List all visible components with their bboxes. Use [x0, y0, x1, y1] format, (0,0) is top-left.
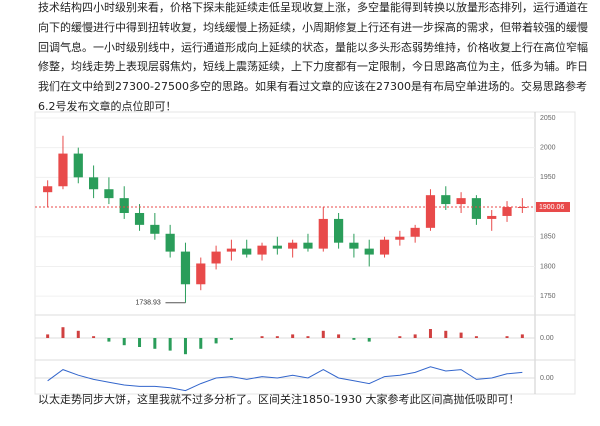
candle-body	[119, 198, 129, 213]
macd-bar	[138, 338, 142, 347]
macd-bar	[398, 336, 402, 338]
macd-bar	[214, 338, 218, 344]
candle-body	[242, 248, 252, 255]
macd-bar	[444, 330, 448, 338]
paragraph-line: 技术结构四小时级别来看，价格下探未能延续走低呈现收复上涨，多空量能得到转换以放量…	[38, 1, 588, 14]
candle-body	[471, 198, 481, 219]
macd-bar	[76, 330, 80, 338]
candle-body	[165, 233, 175, 252]
macd-bar	[122, 338, 126, 346]
y-tick-label: 1750	[540, 293, 556, 300]
candle-body	[196, 263, 206, 285]
chart-frame	[34, 111, 576, 395]
macd-bar	[352, 338, 356, 340]
macd-bar	[153, 338, 157, 349]
candle-body	[134, 212, 145, 225]
candle-body	[150, 224, 160, 234]
y-tick-label: 1800	[540, 263, 556, 270]
macd-bar	[183, 338, 187, 355]
paragraph-line: 6.2号发布文章的点位即可！	[38, 100, 177, 113]
candle-body	[456, 198, 466, 205]
candle-body	[257, 245, 267, 255]
oscillator-line	[47, 366, 523, 392]
candle-body	[517, 207, 527, 209]
macd-bar	[229, 338, 233, 340]
macd-bar	[321, 330, 325, 338]
candle-body	[487, 215, 497, 219]
macd-bar	[199, 338, 203, 349]
candle-body	[303, 242, 313, 249]
candle-body	[104, 189, 114, 199]
pane-tick-label: 0.00	[540, 335, 554, 342]
candle-body	[425, 195, 436, 228]
candle-body	[272, 245, 282, 249]
candle-body	[395, 236, 405, 240]
candle-body	[288, 242, 298, 249]
macd-bar	[474, 336, 478, 338]
macd-bar	[61, 327, 65, 338]
low-label: 1738.93	[135, 300, 160, 307]
macd-bar	[275, 336, 279, 338]
paragraph-line: 修整，均线走势上表现层弱焦灼，短线上震荡延续，上下力度都有一定限制，今日思路高位…	[38, 60, 588, 73]
candle-body	[43, 186, 53, 193]
macd-bar	[260, 336, 264, 338]
paragraph-line: 我们在文中给到27300-27500多空的思路。如果有看过文章的应该在27300…	[38, 80, 587, 93]
y-tick-label: 1950	[540, 174, 556, 181]
candle-body	[180, 251, 191, 285]
macd-bar	[337, 334, 341, 338]
candle-body	[73, 153, 83, 178]
last-price-label: 1900.06	[539, 204, 564, 211]
candle-body	[334, 218, 344, 243]
y-tick-label: 2000	[540, 144, 556, 151]
candle-body	[364, 248, 374, 255]
y-tick-label: 2050	[540, 115, 556, 122]
pane-tick-label: 0.00	[540, 375, 554, 382]
macd-bar	[168, 338, 172, 351]
candle-body	[410, 227, 420, 237]
macd-bar	[92, 336, 96, 338]
macd-bar	[505, 336, 509, 338]
candle-body	[318, 218, 328, 249]
macd-bar	[459, 332, 463, 338]
candle-body	[502, 207, 512, 216]
paragraph-line: 向下的缓慢进行中得到扭转收复，均线缓慢上扬延续，小周期修复上行还有进一步探高的需…	[38, 21, 588, 34]
candle-body	[349, 242, 359, 249]
macd-bar	[46, 334, 50, 338]
footer-text: 以太走势同步大饼，这里我就不过多分析了。区间关注1850-1930 大家参考此区…	[38, 393, 520, 406]
macd-bar	[107, 338, 111, 342]
macd-bar	[367, 338, 371, 342]
candle-body	[211, 251, 221, 264]
macd-bar	[413, 334, 417, 338]
y-tick-label: 1850	[540, 234, 556, 241]
last-price-tag	[536, 202, 570, 213]
candle-body	[89, 177, 99, 190]
candle-body	[58, 153, 68, 187]
macd-bar	[428, 329, 432, 338]
macd-bar	[306, 336, 310, 338]
candle-body	[379, 239, 390, 255]
candle-body	[441, 195, 451, 205]
macd-bar	[520, 334, 524, 338]
macd-bar	[291, 334, 295, 338]
candle-body	[226, 248, 236, 252]
paragraph-line: 回调气息。一小时级别线中，运行通道形成向上延续的状态，量能以多头形态弱势维持，价…	[38, 41, 588, 54]
